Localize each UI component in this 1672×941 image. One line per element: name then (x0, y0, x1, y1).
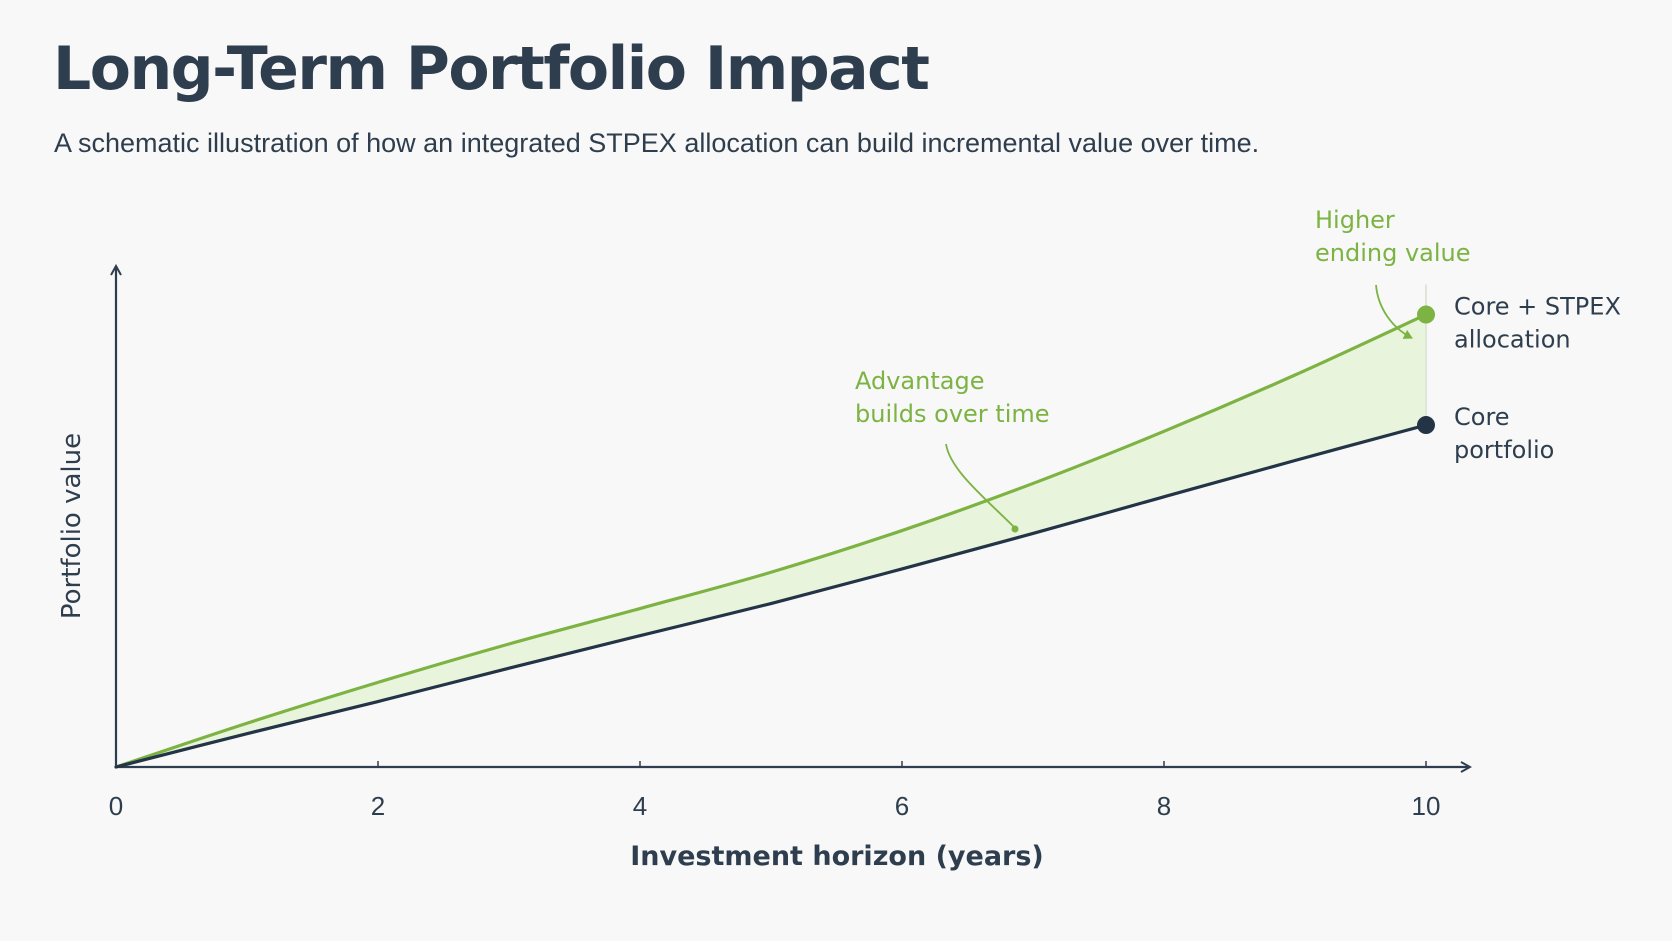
x-tick-label: 6 (895, 791, 909, 821)
x-tick-label: 0 (109, 791, 123, 821)
series-label: Core portfolio (1454, 403, 1554, 464)
core-stpex-line (114, 312, 1428, 769)
axes (116, 266, 1470, 767)
series-label: Core + STPEX allocation (1454, 293, 1621, 354)
x-axis-label: Investment horizon (years) (630, 841, 1044, 872)
advantage-area (116, 314, 1426, 767)
x-tick-label: 8 (1157, 791, 1171, 821)
core-portfolio-line (114, 423, 1428, 769)
chart-subtitle: A schematic illustration of how an integ… (54, 128, 1260, 158)
x-tick-label: 2 (371, 791, 385, 821)
x-axis-ticks: 0 2 4 6 8 10 (109, 761, 1441, 821)
annotation-advantage-dot (1011, 525, 1019, 533)
core-portfolio-end-dot (1417, 416, 1435, 435)
annotation-higher-ending-value: Higher ending value (1315, 206, 1471, 267)
x-tick-label: 10 (1412, 791, 1441, 821)
annotations: Advantage builds over time Higher ending va… (855, 206, 1471, 533)
annotation-advantage-leader (945, 443, 1015, 528)
x-tick-label: 4 (633, 791, 647, 821)
annotation-higher-leader (1375, 284, 1413, 339)
annotation-advantage: Advantage builds over time (855, 367, 1050, 428)
y-axis-label: Portfolio value (57, 433, 87, 619)
core-stpex-end-dot (1417, 305, 1435, 324)
chart-title: Long-Term Portfolio Impact (53, 34, 930, 104)
series-lines: Core + STPEX allocation Core portfolio (114, 293, 1621, 769)
